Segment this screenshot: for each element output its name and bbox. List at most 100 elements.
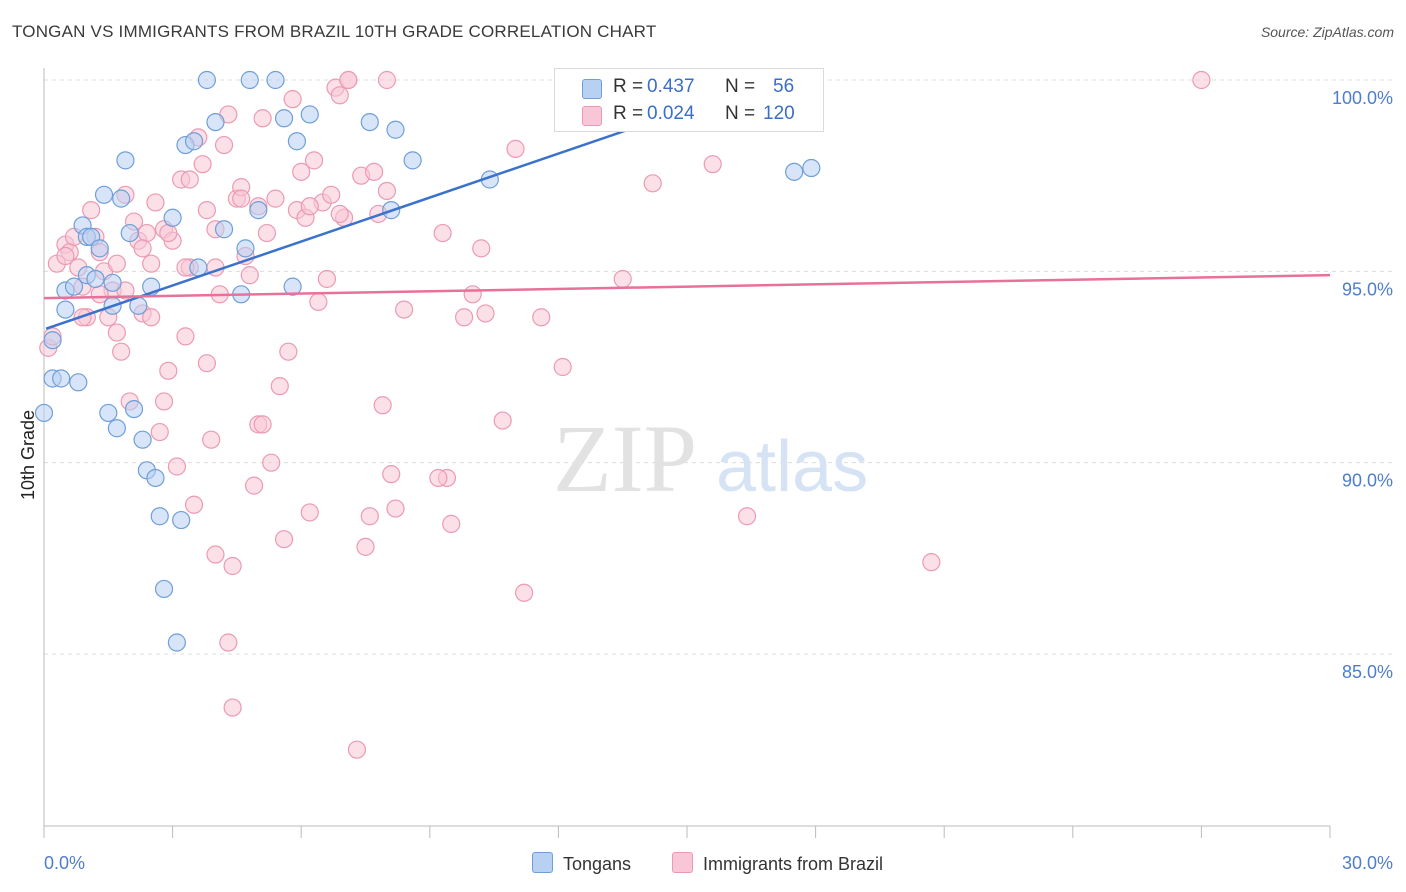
tongan-point <box>163 208 182 227</box>
tongan-point <box>34 403 54 423</box>
tongan-point <box>103 273 122 292</box>
tongan-swatch <box>582 79 602 99</box>
brazil-n-label: N = <box>725 103 756 124</box>
brazil-point <box>262 453 281 472</box>
brazil-point <box>154 392 174 411</box>
brazil-point <box>360 507 379 526</box>
brazil-point <box>356 537 375 556</box>
brazil-point <box>330 86 349 105</box>
stats-legend: R = 0.437 N = 56 R = 0.024 N = 120 <box>554 68 824 132</box>
brazil-point <box>472 239 491 258</box>
brazil-point <box>394 300 414 319</box>
brazil-point <box>922 553 941 572</box>
brazil-point <box>133 239 152 258</box>
brazil-point <box>159 223 178 243</box>
y-tick-label: 85.0% <box>1342 662 1393 682</box>
brazil-trend-line <box>43 273 1331 300</box>
tongan-n-value: 56 <box>773 76 795 97</box>
brazil-point <box>142 308 161 327</box>
brazil-point <box>382 465 401 484</box>
brazil-point <box>429 468 448 488</box>
brazil-legend-swatch <box>672 852 693 873</box>
brazil-point <box>292 162 311 181</box>
tongan-point <box>86 269 105 289</box>
brazil-point <box>304 151 324 170</box>
brazil-point <box>463 285 482 304</box>
brazil-point <box>193 155 212 174</box>
brazil-point <box>442 514 461 533</box>
brazil-r-value: 0.024 <box>647 103 695 124</box>
brazil-point <box>112 342 131 361</box>
brazil-point <box>283 90 302 109</box>
brazil-point <box>219 633 238 652</box>
brazil-point <box>206 545 225 564</box>
brazil-point <box>82 201 101 220</box>
brazil-point <box>364 162 384 181</box>
tongan-point <box>240 70 259 90</box>
brazil-point <box>377 181 397 201</box>
brazil-point <box>176 327 195 346</box>
brazil-point <box>433 223 452 243</box>
brazil-point <box>56 246 75 266</box>
tongan-point <box>236 239 255 258</box>
tongan-point <box>94 185 114 204</box>
brazil-point <box>377 70 397 90</box>
brazil-point <box>300 503 319 522</box>
x-tick-label-max: 30.0% <box>1342 853 1393 873</box>
brazil-point <box>643 174 662 193</box>
tongan-point <box>266 70 285 90</box>
tick-labels: 100.0% 95.0% 90.0% 85.0% 0.0% 30.0% <box>44 88 1393 873</box>
brazil-point <box>703 155 722 174</box>
brazil-point <box>476 304 495 323</box>
tongan-point <box>167 633 186 652</box>
brazil-point <box>493 411 512 430</box>
brazil-point <box>244 476 264 495</box>
brazil-point <box>107 323 126 342</box>
tongan-point <box>56 300 75 319</box>
legend-row-tongans: R = 0.437 N = 56 <box>555 74 823 100</box>
brazil-point <box>214 135 234 155</box>
tongan-point <box>120 223 139 243</box>
tongan-point <box>52 369 71 388</box>
tongan-point <box>300 105 319 124</box>
brazil-point <box>167 457 186 476</box>
brazil-point <box>737 507 757 526</box>
tongan-point <box>184 132 204 151</box>
tongan-point <box>802 158 821 178</box>
tongan-point <box>69 373 88 392</box>
tongan-point <box>206 112 225 132</box>
brazil-point <box>150 422 169 442</box>
brazil-legend-label: Immigrants from Brazil <box>703 854 884 874</box>
brazil-point <box>274 530 294 549</box>
brazil-point <box>339 70 358 90</box>
tongan-point <box>124 399 144 419</box>
tongan-point <box>99 403 118 423</box>
tongan-r-label: R = <box>613 76 644 97</box>
brazil-point <box>197 201 216 220</box>
brazil-point <box>240 266 259 285</box>
brazil-point <box>232 189 251 208</box>
brazil-point <box>506 139 525 158</box>
tongan-legend-label: Tongans <box>563 854 632 874</box>
tongan-points <box>34 70 821 652</box>
tongan-point <box>116 151 135 170</box>
tongan-point <box>249 201 268 220</box>
brazil-swatch <box>582 106 602 126</box>
tongan-point <box>64 277 84 296</box>
brazil-point <box>279 342 298 361</box>
y-tick-label: 95.0% <box>1342 279 1393 299</box>
tongan-point <box>146 468 165 488</box>
tongan-point <box>154 579 174 599</box>
tongan-point <box>386 120 405 139</box>
brazil-point <box>184 495 204 514</box>
bottom-legend-brazil: Immigrants from Brazil <box>672 852 883 875</box>
tongan-legend-swatch <box>532 852 553 873</box>
tongan-point <box>133 430 152 449</box>
brazil-point <box>223 698 242 717</box>
brazil-n-value: 120 <box>763 103 795 124</box>
brazil-r-label: R = <box>613 103 644 124</box>
watermark: ZIP atlas <box>553 405 868 512</box>
tongan-point <box>283 277 302 296</box>
axes: 10th Grade <box>18 68 1331 838</box>
brazil-point <box>257 223 277 243</box>
